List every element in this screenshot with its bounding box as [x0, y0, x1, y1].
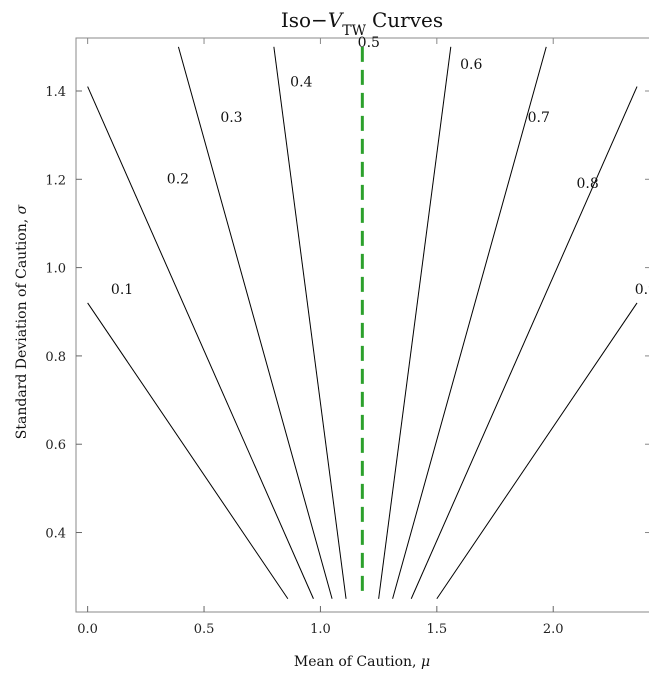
y-tick-label: 0.6: [45, 438, 66, 453]
chart-title-subscript: TW: [342, 23, 366, 39]
contour-line: [87, 302, 289, 600]
y-axis-sigma: σ: [14, 204, 30, 214]
series-layer: [87, 46, 638, 600]
x-axis-mu: μ: [421, 654, 430, 670]
contour-line: [378, 46, 452, 599]
y-tick-label: 1.2: [45, 173, 66, 188]
y-tick-label: 1.0: [45, 262, 66, 277]
y-tick-label: 0.8: [45, 350, 66, 365]
x-tick-label: 1.5: [426, 622, 447, 637]
contour-label: 0.4: [290, 75, 312, 91]
contour-label: 0.3: [220, 110, 242, 126]
y-tick-label: 1.4: [45, 85, 66, 100]
contour-line: [87, 86, 314, 599]
y-axis-label: Standard Deviation of Caution, σ: [14, 204, 30, 439]
y-tick-label: 0.4: [45, 527, 66, 542]
x-tick-label: 0.5: [194, 622, 215, 637]
contour-label: 0.5: [358, 35, 380, 51]
contour-label: 0.7: [528, 110, 550, 126]
contour-labels: 0.1 0.2 0.3 0.4 0.5 0.6 0.7 0.8 0.9: [111, 35, 649, 298]
contour-line: [392, 46, 547, 599]
contour-label: 0.6: [460, 57, 482, 73]
x-axis-label: Mean of Caution, μ: [294, 654, 430, 670]
plot-frame: [75, 37, 649, 613]
contour-line: [273, 46, 347, 599]
chart-title: Iso−VTW Curves: [281, 8, 443, 39]
chart-title-prefix: Iso−: [281, 8, 328, 32]
contour-line: [436, 302, 638, 600]
contour-label: 0.8: [577, 176, 599, 192]
x-tick-label: 2.0: [543, 622, 564, 637]
x-axis: 0.0 0.5 1.0 1.5 2.0: [77, 38, 564, 637]
chart-title-v: V: [328, 8, 345, 32]
chart-title-suffix: Curves: [372, 8, 443, 32]
contour-label: 0.9: [635, 282, 649, 298]
y-axis: 0.4 0.6 0.8 1.0 1.2 1.4: [45, 85, 649, 542]
contour-line: [410, 86, 638, 599]
contour-label: 0.2: [167, 172, 189, 188]
x-tick-label: 1.0: [310, 622, 331, 637]
contour-label: 0.1: [111, 282, 133, 298]
x-tick-label: 0.0: [77, 622, 98, 637]
contour-line: [177, 46, 333, 599]
